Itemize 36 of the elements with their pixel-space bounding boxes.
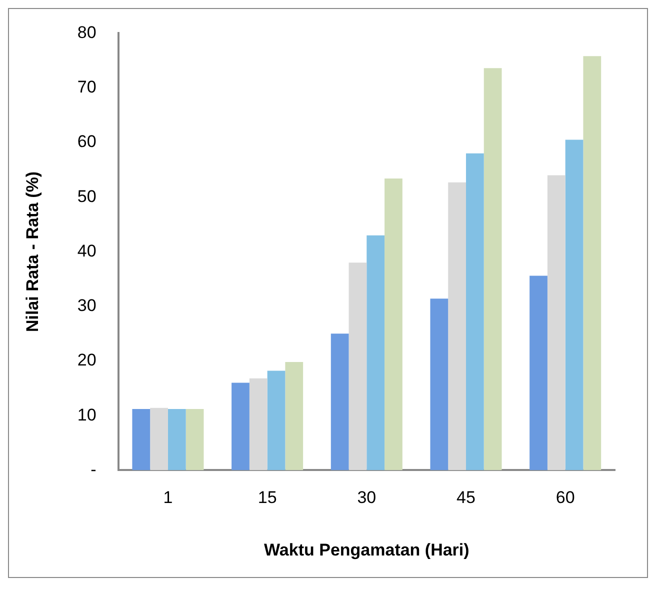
bar <box>285 362 304 470</box>
bar <box>249 378 268 470</box>
bar <box>484 68 502 470</box>
bar <box>384 178 402 470</box>
bar <box>583 56 602 470</box>
x-axis-title: Waktu Pengamatan (Hari) <box>264 540 470 560</box>
x-tick-label: 60 <box>556 488 575 508</box>
bar <box>348 262 367 470</box>
bar <box>448 182 466 470</box>
y-tick-label: - <box>90 460 96 479</box>
y-axis-title: Nilai Rata - Rata (%) <box>22 171 42 332</box>
bar <box>430 298 448 470</box>
x-tick-label: 30 <box>357 488 376 508</box>
bar <box>267 370 286 470</box>
bar <box>168 409 186 470</box>
bar <box>466 153 484 470</box>
bar <box>530 276 548 470</box>
y-tick-label: 70 <box>77 78 96 97</box>
bar <box>547 175 566 470</box>
x-tick-label: 45 <box>456 488 476 508</box>
bar <box>565 140 584 470</box>
bar <box>330 334 349 470</box>
bar <box>150 408 168 470</box>
bar <box>132 409 150 470</box>
bar <box>366 235 385 470</box>
y-tick-label: 20 <box>77 350 96 370</box>
x-tick-label: 15 <box>258 488 277 508</box>
y-tick-label: 50 <box>77 186 96 206</box>
bar <box>186 409 204 470</box>
y-tick-label: 80 <box>77 22 96 42</box>
y-tick-label: 10 <box>77 405 96 424</box>
y-tick-label: 30 <box>77 296 96 316</box>
x-tick-label: 1 <box>163 488 173 508</box>
bar <box>232 382 250 470</box>
y-tick-label: 40 <box>77 241 96 260</box>
y-tick-label: 60 <box>77 132 96 152</box>
